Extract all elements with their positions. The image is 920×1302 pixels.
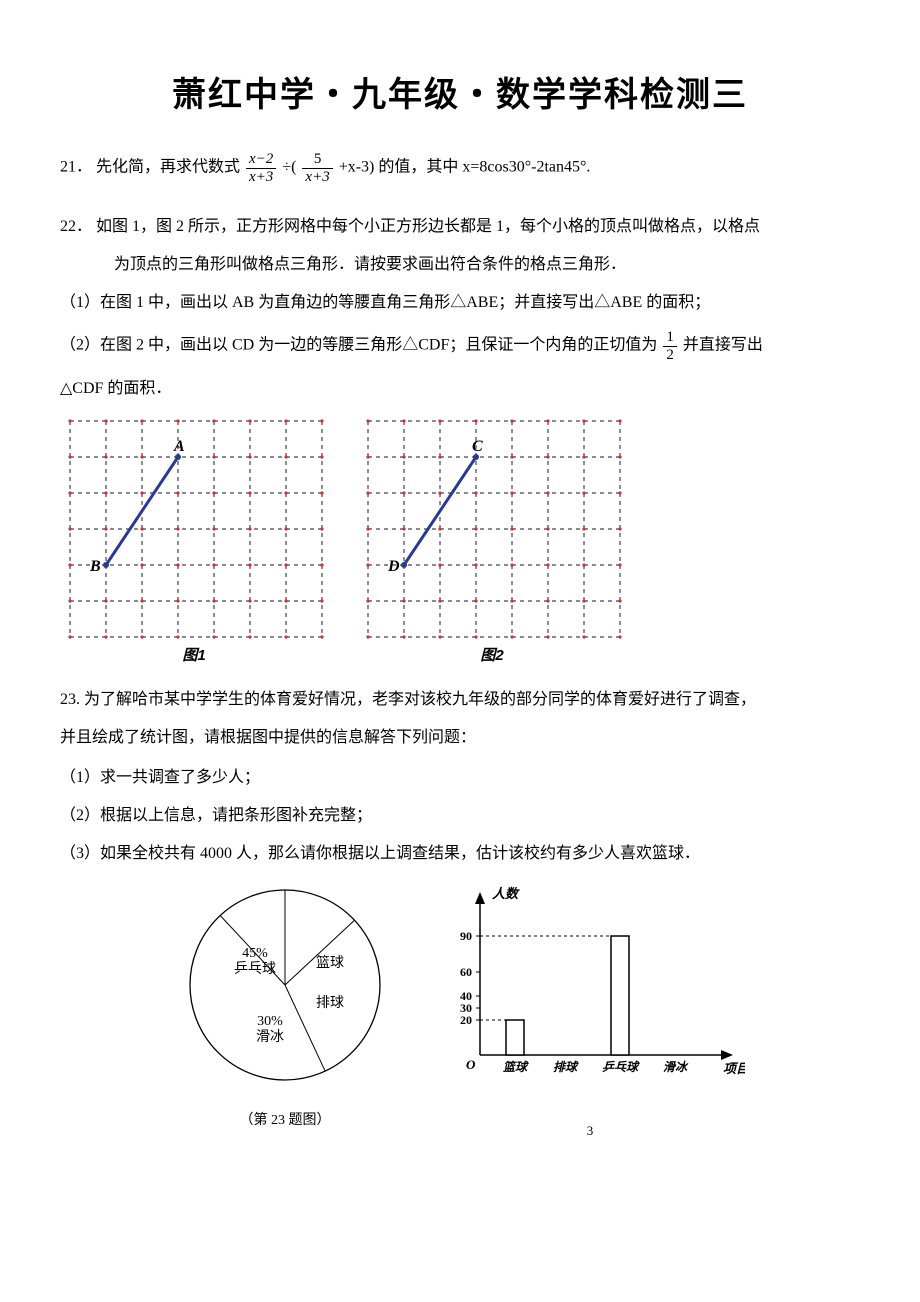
page-title: 萧红中学・九年级・数学学科检测三: [60, 70, 860, 121]
question-21: 21． 先化简，再求代数式 x−2 x+3 ÷( 5 x+3 +x-3) 的值，…: [60, 151, 860, 185]
svg-text:30: 30: [460, 1001, 472, 1015]
q23-intro2: 并且绘成了统计图，请根据图中提供的信息解答下列问题：: [60, 726, 860, 750]
q22-number: 22．: [60, 218, 92, 235]
q23-number: 23.: [60, 691, 80, 708]
q21-frac1: x−2 x+3: [246, 151, 276, 185]
q22-head1: 如图 1，图 2 所示，正方形网格中每个小正方形边长都是 1，每个小格的顶点叫做…: [96, 218, 760, 235]
q23-part2: （2）根据以上信息，请把条形图补充完整；: [60, 804, 860, 828]
q22-part2: （2）在图 2 中，画出以 CD 为一边的等腰三角形△CDF；且保证一个内角的正…: [60, 329, 860, 363]
charts-row: 45%乒乓球篮球排球30%滑冰 （第 23 题图） 人数项目O203040609…: [60, 880, 860, 1141]
bar-box: 人数项目 O 203040 60 90 篮球 排球 乒乓球 滑冰 3: [435, 880, 745, 1141]
q21-frac1-num: x−2: [246, 151, 276, 169]
grids-row: AB 图1 CD 图2: [60, 411, 860, 668]
svg-text:项目: 项目: [723, 1061, 745, 1076]
q21-frac1-den: x+3: [246, 169, 276, 186]
svg-text:C: C: [472, 438, 483, 455]
svg-text:20: 20: [460, 1013, 472, 1027]
q21-pre: 先化简，再求代数式: [96, 159, 240, 176]
q22-part1: （1）在图 1 中，画出以 AB 为直角边的等腰直角三角形△ABE；并直接写出△…: [60, 291, 860, 315]
q22-half-num: 1: [663, 329, 677, 347]
grid1-svg: AB: [60, 411, 328, 643]
grid-fig2: CD 图2: [358, 411, 626, 668]
svg-text:滑冰: 滑冰: [663, 1060, 689, 1074]
fig2-caption: 图2: [358, 645, 626, 668]
page-number: 3: [435, 1121, 745, 1141]
q22-p2a: （2）在图 2 中，画出以 CD 为一边的等腰三角形△CDF；且保证一个内角的正…: [60, 337, 657, 354]
grid-fig1: AB 图1: [60, 411, 328, 668]
svg-text:B: B: [89, 558, 101, 575]
svg-text:90: 90: [460, 929, 472, 943]
q23-intro1: 为了解哈市某中学学生的体育爱好情况，老李对该校九年级的部分同学的体育爱好进行了调…: [84, 691, 756, 708]
grid2-svg: CD: [358, 411, 626, 643]
svg-text:乒乓球: 乒乓球: [602, 1060, 640, 1074]
svg-text:排球: 排球: [316, 995, 344, 1011]
q22-p2b: 并直接写出: [683, 337, 763, 354]
q23-part1: （1）求一共调查了多少人；: [60, 766, 860, 790]
q22-head2: 为顶点的三角形叫做格点三角形．请按要求画出符合条件的格点三角形．: [114, 253, 860, 277]
q22-half-den: 2: [663, 347, 677, 364]
question-23: 23. 为了解哈市某中学学生的体育爱好情况，老李对该校九年级的部分同学的体育爱好…: [60, 688, 860, 712]
q23-part3: （3）如果全校共有 4000 人，那么请你根据以上调查结果，估计该校约有多少人喜…: [60, 842, 860, 866]
bar-svg: 人数项目 O 203040 60 90 篮球 排球 乒乓球 滑冰: [435, 880, 745, 1115]
fig23-caption: （第 23 题图）: [175, 1110, 395, 1131]
fig1-caption: 图1: [60, 645, 328, 668]
q22-half: 1 2: [663, 329, 677, 363]
svg-text:45%: 45%: [242, 946, 268, 961]
q22-p2c: △CDF 的面积．: [60, 377, 860, 401]
svg-text:滑冰: 滑冰: [256, 1028, 284, 1045]
svg-text:篮球: 篮球: [316, 955, 344, 971]
pie-box: 45%乒乓球 篮球排球 30%滑冰 （第 23 题图）: [175, 880, 395, 1131]
q21-post: +x-3) 的值，其中 x=8cos30°-2tan45°.: [339, 159, 591, 176]
svg-text:D: D: [387, 558, 400, 575]
svg-text:人数: 人数: [492, 886, 520, 901]
pie-svg: 45%乒乓球 篮球排球 30%滑冰: [175, 880, 395, 1090]
q21-frac2-den: x+3: [302, 169, 332, 186]
q21-frac2-num: 5: [302, 151, 332, 169]
question-22: 22． 如图 1，图 2 所示，正方形网格中每个小正方形边长都是 1，每个小格的…: [60, 215, 860, 239]
svg-text:60: 60: [460, 965, 472, 979]
svg-text:40: 40: [460, 989, 472, 1003]
svg-text:30%: 30%: [257, 1014, 283, 1029]
svg-text:篮球: 篮球: [503, 1060, 529, 1074]
q21-div: ÷(: [282, 159, 296, 176]
q21-frac2: 5 x+3: [302, 151, 332, 185]
q21-number: 21．: [60, 159, 92, 176]
svg-text:A: A: [173, 438, 185, 455]
svg-text:O: O: [466, 1057, 476, 1072]
svg-text:乒乓球: 乒乓球: [234, 961, 276, 977]
svg-text:排球: 排球: [553, 1060, 579, 1074]
